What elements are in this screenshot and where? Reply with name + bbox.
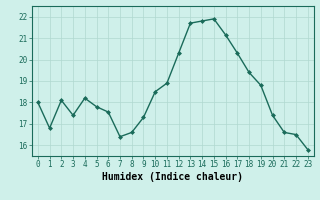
- X-axis label: Humidex (Indice chaleur): Humidex (Indice chaleur): [102, 172, 243, 182]
